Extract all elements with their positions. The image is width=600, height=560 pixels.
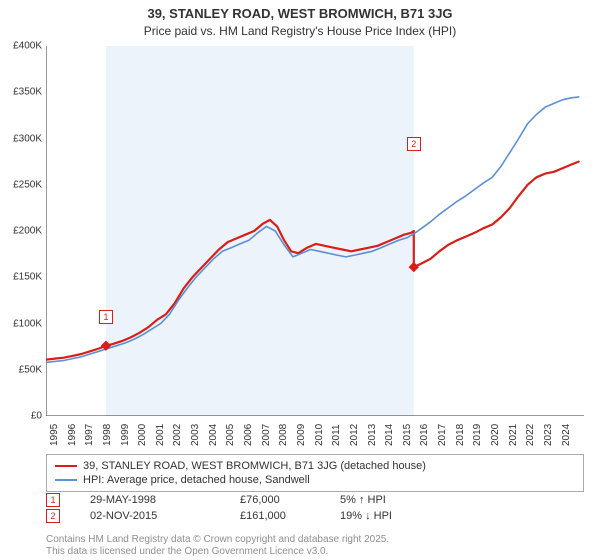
sale-marker-box: 1 [46, 493, 60, 507]
x-tick-label: 1995 [49, 424, 60, 446]
sales-row: 1 29-MAY-1998£76,0005% ↑ HPI [46, 492, 584, 508]
sales-table: 1 29-MAY-1998£76,0005% ↑ HPI 2 02-NOV-2015£… [46, 492, 584, 524]
x-tick-label: 1999 [120, 424, 131, 446]
chart-subtitle: Price paid vs. HM Land Registry's House … [0, 24, 600, 38]
sale-hpi-diff: 19% ↓ HPI [340, 510, 584, 522]
y-tick-label: £0 [31, 411, 42, 422]
y-tick-label: £150K [13, 272, 42, 283]
x-tick-label: 2021 [508, 424, 519, 446]
x-tick-label: 2006 [243, 424, 254, 446]
x-tick-label: 2005 [225, 424, 236, 446]
x-tick-label: 1997 [84, 424, 95, 446]
sales-row: 2 02-NOV-2015£161,00019% ↓ HPI [46, 508, 584, 524]
x-tick-label: 2011 [331, 424, 342, 446]
sale-price: £161,000 [240, 510, 340, 522]
y-tick-label: £300K [13, 133, 42, 144]
page-root: 39, STANLEY ROAD, WEST BROMWICH, B71 3JG… [0, 0, 600, 560]
y-tick-label: £100K [13, 318, 42, 329]
chart-title: 39, STANLEY ROAD, WEST BROMWICH, B71 3JG [0, 6, 600, 21]
sale-marker-box: 2 [46, 509, 60, 523]
legend-label: 39, STANLEY ROAD, WEST BROMWICH, B71 3JG… [83, 459, 426, 473]
x-tick-label: 2019 [472, 424, 483, 446]
y-tick-label: £350K [13, 87, 42, 98]
line-chart [46, 46, 584, 416]
legend-item: HPI: Average price, detached house, Sand… [55, 473, 575, 487]
attribution-line: Contains HM Land Registry data © Crown c… [46, 534, 584, 546]
x-tick-label: 2003 [190, 424, 201, 446]
x-tick-label: 2010 [314, 424, 325, 446]
x-tick-label: 2018 [455, 424, 466, 446]
x-tick-label: 2023 [543, 424, 554, 446]
y-tick-label: £200K [13, 226, 42, 237]
x-tick-label: 2015 [402, 424, 413, 446]
attribution-line: This data is licensed under the Open Gov… [46, 546, 584, 558]
chart-svg [46, 46, 584, 416]
legend: 39, STANLEY ROAD, WEST BROMWICH, B71 3JG… [46, 454, 584, 492]
x-tick-label: 2017 [437, 424, 448, 446]
x-tick-label: 1996 [67, 424, 78, 446]
sale-price: £76,000 [240, 494, 340, 506]
sale-date: 02-NOV-2015 [90, 510, 240, 522]
sale-date: 29-MAY-1998 [90, 494, 240, 506]
y-tick-label: £250K [13, 179, 42, 190]
y-axis-labels: £0£50K£100K£150K£200K£250K£300K£350K£400… [0, 46, 44, 416]
x-tick-label: 2024 [561, 424, 572, 446]
x-tick-label: 2004 [208, 424, 219, 446]
legend-swatch [55, 479, 77, 481]
sale-marker-tag: 1 [99, 310, 113, 324]
legend-swatch [55, 465, 77, 467]
sale-marker-tag: 2 [407, 137, 421, 151]
x-tick-label: 2009 [296, 424, 307, 446]
x-tick-label: 2016 [419, 424, 430, 446]
x-tick-label: 2007 [261, 424, 272, 446]
x-tick-label: 1998 [102, 424, 113, 446]
x-tick-label: 2001 [155, 424, 166, 446]
sale-hpi-diff: 5% ↑ HPI [340, 494, 584, 506]
x-tick-label: 2012 [349, 424, 360, 446]
attribution: Contains HM Land Registry data © Crown c… [46, 534, 584, 558]
x-tick-label: 2000 [137, 424, 148, 446]
y-tick-label: £400K [13, 41, 42, 52]
legend-item: 39, STANLEY ROAD, WEST BROMWICH, B71 3JG… [55, 459, 575, 473]
x-axis-labels: 1995 1996 1997 1998 1999 2000 2001 2002 2003 2004… [46, 416, 584, 456]
x-tick-label: 2013 [367, 424, 378, 446]
x-tick-label: 2014 [384, 424, 395, 446]
y-tick-label: £50K [19, 364, 42, 375]
legend-label: HPI: Average price, detached house, Sand… [83, 473, 310, 487]
x-tick-label: 2022 [525, 424, 536, 446]
x-tick-label: 2008 [278, 424, 289, 446]
x-tick-label: 2020 [490, 424, 501, 446]
x-tick-label: 2002 [172, 424, 183, 446]
